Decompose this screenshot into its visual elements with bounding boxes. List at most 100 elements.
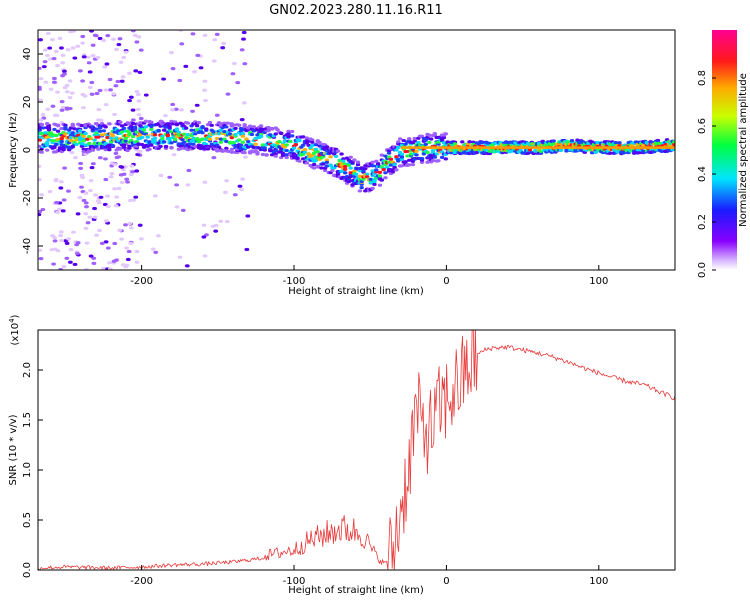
spectrogram-cell <box>163 114 168 118</box>
spectrogram-cell <box>333 154 339 159</box>
spectrogram-cell <box>57 207 62 211</box>
spectrogram-cell <box>364 175 370 179</box>
spectrogram-cell <box>105 135 110 140</box>
spectrogram-cell <box>375 162 381 166</box>
spectrogram-cell <box>383 171 388 175</box>
spectrogram-cell <box>71 30 77 33</box>
spectrogram-cell <box>216 145 222 149</box>
spectrogram-cell <box>54 113 60 117</box>
spectrogram-cell <box>346 179 352 184</box>
spectrogram-cell <box>42 60 48 64</box>
spectrogram-cell <box>97 141 103 146</box>
spectrogram-cell <box>49 38 55 42</box>
spectrogram-cell <box>170 102 176 107</box>
spectrogram-cell <box>46 31 51 36</box>
spectrogram-cell <box>133 69 139 73</box>
spectrogram-cell <box>98 118 104 122</box>
spectrogram-cell <box>92 215 98 219</box>
spectrogram-cell <box>672 140 675 144</box>
spectrogram-cell <box>118 60 124 64</box>
spectrogram-cell <box>88 179 94 183</box>
spectrogram-cell <box>421 152 427 156</box>
spectrogram-cell <box>99 133 105 137</box>
spectrogram-cell <box>335 149 341 153</box>
spectrogram-marks <box>38 30 675 270</box>
spectrogram-cell <box>38 85 42 89</box>
spectrogram-cell <box>55 210 60 214</box>
spectrogram-cell <box>211 156 217 160</box>
spectrogram-cell <box>72 262 78 267</box>
spectrogram-cell <box>113 84 119 88</box>
spectrogram-cell <box>59 239 64 243</box>
spectrogram-cell <box>209 142 214 146</box>
spectrogram-cell <box>108 175 114 179</box>
spectrogram-cell <box>125 257 131 262</box>
spectrogram-cell <box>120 75 126 79</box>
spectrogram-cell <box>52 76 57 81</box>
spectrogram-y-tick-label: -40 <box>22 238 33 254</box>
snr-y-tick-label: 1.0 <box>22 462 33 478</box>
spectrogram-cell <box>168 51 174 55</box>
spectrogram-cell <box>38 164 42 168</box>
spectrogram-cell <box>427 140 432 145</box>
snr-x-ticks: -200 -100 0 100 <box>130 565 608 587</box>
spectrogram-cell <box>116 155 122 159</box>
spectrogram-cell <box>38 98 43 102</box>
spectrogram-cell <box>218 128 224 132</box>
spectrogram-cell <box>38 38 43 42</box>
spectrogram-cell <box>322 168 328 173</box>
spectrogram-cell <box>127 131 132 135</box>
spectrogram-cell <box>110 143 116 148</box>
spectrogram-cell <box>77 129 83 133</box>
spectrogram-cell <box>279 131 284 135</box>
spectrogram-cell <box>149 143 154 147</box>
spectrogram-cell <box>103 157 108 161</box>
spectrogram-cell <box>291 152 297 156</box>
spectrogram-cell <box>328 155 333 159</box>
spectrogram-cell <box>111 259 117 263</box>
spectrogram-cell <box>359 186 364 190</box>
spectrogram-cell <box>315 150 320 154</box>
spectrogram-cell <box>38 248 43 252</box>
spectrogram-cell <box>76 133 81 137</box>
spectrogram-cell <box>241 101 247 105</box>
spectrogram-cell <box>60 53 66 57</box>
spectrogram-cell <box>58 234 63 238</box>
spectrogram-cell <box>355 160 361 164</box>
spectrogram-cell <box>284 155 289 160</box>
spectrogram-cell <box>244 247 250 252</box>
spectrogram-cell <box>189 128 194 132</box>
spectrogram-cell <box>87 149 92 153</box>
spectrogram-cell <box>167 175 173 179</box>
spectrogram-cell <box>59 100 65 104</box>
spectrogram-cell <box>194 137 200 141</box>
spectrogram-cell <box>66 189 71 193</box>
spectrogram-cell <box>61 198 67 202</box>
spectrogram-cell <box>59 143 64 147</box>
spectrogram-cell <box>388 157 394 161</box>
spectrogram-cell <box>83 131 88 136</box>
spectrogram-y-tick-label: -20 <box>22 190 33 206</box>
spectrogram-cell <box>53 177 59 182</box>
spectrogram-cell <box>174 183 180 187</box>
spectrogram-ridge-core <box>400 146 675 149</box>
spectrogram-cell <box>62 69 67 73</box>
spectrogram-cell <box>53 49 59 54</box>
spectrogram-cell <box>185 133 191 137</box>
spectrogram-cell <box>275 128 280 132</box>
spectrogram-cell <box>386 151 392 155</box>
spectrogram-cell <box>392 162 397 167</box>
spectrogram-cell <box>149 124 154 129</box>
spectrogram-cell <box>235 81 241 85</box>
spectrogram-cell <box>238 143 244 147</box>
spectrogram-cell <box>595 140 600 145</box>
spectrogram-cell <box>253 142 258 146</box>
spectrogram-cell <box>123 50 129 54</box>
spectrogram-cell <box>485 141 491 145</box>
spectrogram-cell <box>377 174 383 178</box>
spectrogram-cell <box>137 70 143 75</box>
spectrogram-cell <box>83 124 88 128</box>
spectrogram-cell <box>140 135 145 140</box>
spectrogram-cell <box>102 65 108 69</box>
spectrogram-cell <box>155 234 161 238</box>
